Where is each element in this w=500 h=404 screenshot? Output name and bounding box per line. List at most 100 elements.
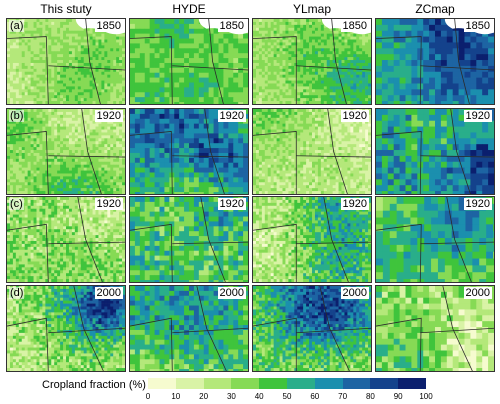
legend-swatch xyxy=(286,378,315,389)
map-panel: 2000 xyxy=(252,285,372,372)
panel-year-label: 1920 xyxy=(94,198,123,210)
map-panel: 1850 xyxy=(252,18,372,105)
cropland-raster xyxy=(7,286,125,371)
legend-tick-label: 100 xyxy=(419,392,433,401)
legend-tick-label: 50 xyxy=(282,392,292,401)
state-boundary xyxy=(253,131,297,194)
panel-year-label: 1850 xyxy=(340,20,369,32)
state-boundary xyxy=(130,317,173,371)
panel-year-label: 1920 xyxy=(94,110,123,122)
panel-year-label: 2000 xyxy=(94,287,123,299)
map-panel: (c) 1920 xyxy=(6,196,126,283)
panel-year-label: 1850 xyxy=(94,20,123,32)
state-boundary xyxy=(172,241,248,245)
panel-year-label: 1920 xyxy=(463,110,492,122)
legend-tick-label: 60 xyxy=(310,392,320,401)
legend-colorbar xyxy=(148,378,426,389)
panel-row-label: (d) xyxy=(9,287,25,299)
map-panel: (b) 1920 xyxy=(6,108,126,195)
cropland-raster xyxy=(7,19,125,104)
legend-tick-label: 70 xyxy=(338,392,348,401)
state-boundary xyxy=(323,197,349,282)
column-header: YLmap xyxy=(292,2,332,16)
state-boundary xyxy=(376,223,422,282)
state-boundary xyxy=(420,65,494,71)
panel-row-label: (a) xyxy=(9,20,25,32)
state-boundary xyxy=(77,197,103,282)
state-boundary xyxy=(253,317,297,371)
map-panel: 2000 xyxy=(129,285,249,372)
cropland-raster xyxy=(130,19,248,104)
cropland-raster xyxy=(376,286,494,371)
state-boundary xyxy=(319,286,350,371)
state-boundary xyxy=(172,65,248,71)
state-boundary xyxy=(420,241,494,245)
legend-swatch xyxy=(398,378,426,389)
state-boundary xyxy=(296,241,371,245)
legend-swatch xyxy=(314,378,343,389)
legend-tick-label: 20 xyxy=(199,392,209,401)
state-boundary xyxy=(81,109,102,194)
legend-swatch xyxy=(203,378,232,389)
panel-year-label: 2000 xyxy=(217,287,246,299)
state-boundary xyxy=(376,131,422,194)
legend-title: Cropland fraction (%) xyxy=(42,379,146,391)
state-boundary xyxy=(48,155,125,158)
state-boundary xyxy=(376,317,422,371)
legend-tick-label: 40 xyxy=(254,392,264,401)
map-panel: 2000 xyxy=(375,285,495,372)
panel-row-label: (b) xyxy=(9,110,25,122)
state-boundary xyxy=(172,327,248,334)
state-boundary xyxy=(172,155,248,158)
panel-year-label: 1920 xyxy=(217,110,246,122)
state-boundary xyxy=(208,19,224,104)
legend-swatch xyxy=(259,378,287,389)
legend-tick-label: 0 xyxy=(145,392,151,401)
state-boundary xyxy=(253,223,297,282)
panel-year-label: 2000 xyxy=(463,287,492,299)
map-panel: 1920 xyxy=(129,196,249,283)
legend-tick-label: 90 xyxy=(393,392,403,401)
map-panel: 1920 xyxy=(252,108,372,195)
column-header: HYDE xyxy=(172,2,206,16)
panel-year-label: 1920 xyxy=(217,198,246,210)
state-boundary xyxy=(48,241,125,245)
map-panel: 1920 xyxy=(129,108,249,195)
state-boundary xyxy=(7,131,49,194)
state-boundary xyxy=(420,155,494,158)
state-boundary xyxy=(253,36,297,104)
panel-year-label: 1920 xyxy=(463,198,492,210)
legend-tick-label: 80 xyxy=(365,392,375,401)
state-boundary xyxy=(200,197,226,282)
state-boundary xyxy=(7,36,49,104)
panel-row-label: (c) xyxy=(9,198,24,210)
map-panel: 1920 xyxy=(252,196,372,283)
state-boundary xyxy=(7,317,49,371)
state-boundary xyxy=(85,19,101,104)
state-boundary xyxy=(296,327,371,334)
legend-swatch xyxy=(231,378,260,389)
state-boundary xyxy=(130,223,173,282)
legend-tick-label: 10 xyxy=(171,392,181,401)
map-panel: 1850 xyxy=(375,18,495,105)
state-boundary xyxy=(376,36,422,104)
cropland-raster xyxy=(130,286,248,371)
cropland-raster xyxy=(376,197,494,282)
cropland-raster xyxy=(253,109,371,194)
state-boundary xyxy=(204,109,225,194)
legend-swatch xyxy=(175,378,204,389)
legend-swatch xyxy=(342,378,371,389)
cropland-raster xyxy=(253,197,371,282)
map-panel: (d) 2000 xyxy=(6,285,126,372)
colorbar-legend: Cropland fraction (%) 0 10 20 30 40 50 60 70 80 9… xyxy=(0,375,500,404)
state-boundary xyxy=(442,286,473,371)
map-panel: 1920 xyxy=(375,196,495,283)
cropland-raster xyxy=(376,109,494,194)
cropland-raster xyxy=(7,197,125,282)
panel-year-label: 1920 xyxy=(340,198,369,210)
state-boundary xyxy=(48,65,125,71)
state-boundary xyxy=(327,109,348,194)
panel-year-label: 1850 xyxy=(217,20,246,32)
state-boundary xyxy=(450,109,471,194)
legend-swatch xyxy=(148,378,176,389)
